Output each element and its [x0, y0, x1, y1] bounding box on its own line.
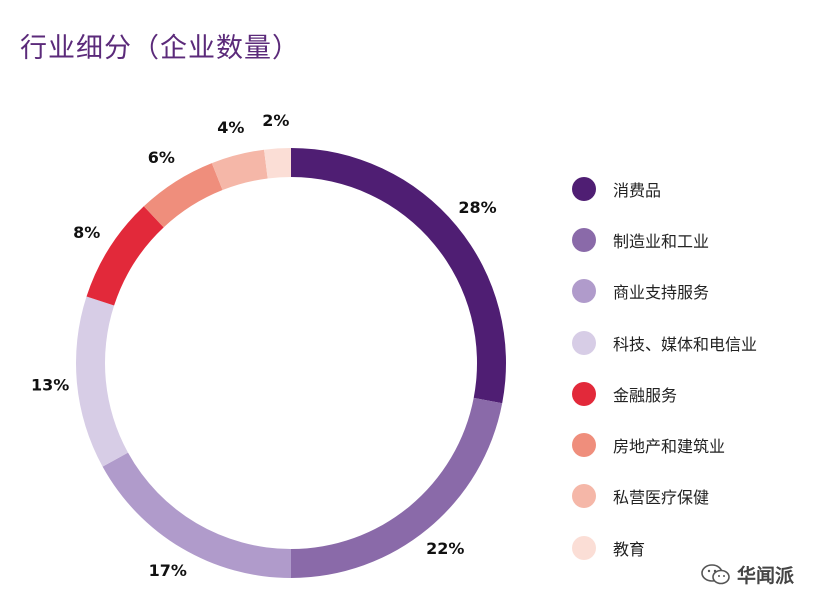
chart-title: 行业细分（企业数量） — [20, 33, 300, 64]
legend-swatch-2 — [572, 279, 596, 304]
legend-swatch-1 — [572, 227, 596, 252]
donut-slice-2 — [102, 452, 292, 578]
legend-label-0: 消费品 — [613, 180, 662, 200]
legend: 消费品制造业和工业 商业支持服务科技、媒体和电信业 金融服务房地产和建筑业 私营医疗保… — [572, 163, 757, 573]
slice-label-0: 28% — [458, 198, 496, 217]
legend-swatch-7 — [572, 535, 596, 560]
legend-swatch-4 — [572, 381, 596, 406]
watermark: 华闻派 — [701, 561, 794, 588]
legend-swatch-0 — [572, 176, 596, 201]
legend-label-2: 商业支持服务 — [613, 283, 710, 303]
legend-swatch-5 — [572, 433, 596, 458]
legend-item-0: 消费品 — [572, 163, 757, 214]
slice-label-7: 2% — [262, 111, 289, 130]
donut-slice-1 — [291, 397, 503, 578]
slice-labels: 28% 22% 17% 13% 8% 6% 4% 2% — [31, 111, 497, 580]
legend-label-5: 房地产和建筑业 — [613, 437, 726, 457]
slice-label-4: 8% — [73, 223, 100, 242]
donut-slices — [76, 148, 506, 578]
legend-item-7: 教育 — [572, 522, 757, 573]
legend-item-3: 科技、媒体和电信业 — [572, 317, 757, 368]
legend-label-3: 科技、媒体和电信业 — [613, 334, 758, 354]
legend-label-7: 教育 — [613, 539, 646, 559]
legend-swatch-6 — [572, 484, 596, 509]
donut-slice-3 — [76, 296, 129, 467]
legend-swatch-3 — [572, 330, 596, 355]
slice-label-1: 22% — [426, 539, 464, 558]
donut-slice-5 — [143, 163, 223, 228]
legend-item-1: 制造业和工业 — [572, 214, 757, 265]
legend-label-4: 金融服务 — [613, 385, 678, 405]
donut-slice-6 — [211, 149, 268, 191]
slice-label-6: 4% — [217, 118, 244, 137]
watermark-text: 华闻派 — [736, 565, 794, 587]
legend-item-2: 商业支持服务 — [572, 266, 757, 317]
legend-label-6: 私营医疗保健 — [613, 488, 710, 508]
donut-slice-4 — [86, 206, 164, 306]
slice-label-5: 6% — [148, 148, 175, 167]
legend-item-5: 房地产和建筑业 — [572, 419, 757, 470]
legend-item-4: 金融服务 — [572, 368, 757, 419]
legend-label-1: 制造业和工业 — [613, 231, 710, 251]
slice-label-2: 17% — [149, 561, 187, 580]
donut-slice-7 — [264, 148, 291, 179]
donut-slice-0 — [291, 148, 506, 404]
slice-label-3: 13% — [31, 375, 69, 394]
wechat-icon — [701, 563, 730, 584]
legend-item-6: 私营医疗保健 — [572, 471, 757, 522]
